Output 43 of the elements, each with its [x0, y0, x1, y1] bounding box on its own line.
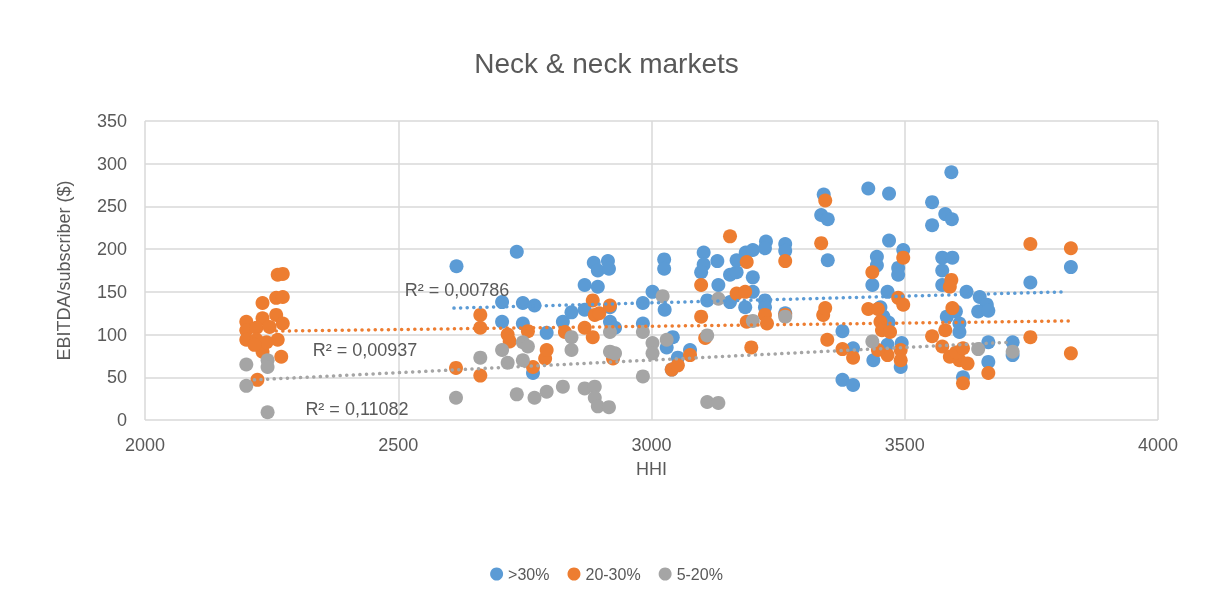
point [515, 353, 530, 368]
point [509, 387, 524, 402]
annotation: R² = 0,00937 [312, 340, 418, 360]
x-tick-label: 2000 [124, 435, 166, 455]
y-tick-label: 200 [96, 239, 127, 260]
point [239, 357, 254, 372]
annotation: R² = 0,00786 [404, 280, 510, 300]
point [564, 342, 579, 357]
point [711, 395, 726, 410]
point [473, 350, 488, 365]
x-axis-title: HHI [636, 459, 667, 479]
y-tick-label: 50 [106, 367, 127, 388]
point [539, 384, 554, 399]
point [555, 379, 570, 394]
y-tick-label: 150 [96, 281, 127, 302]
y-axis-title: EBITDA/subscriber ($) [54, 180, 74, 361]
y-tick-label: 250 [96, 196, 127, 217]
point [520, 339, 535, 354]
y-tick-label: 0 [116, 410, 127, 430]
point [655, 289, 670, 304]
chart-title: Neck & neck markets [474, 47, 739, 79]
point [239, 378, 254, 393]
x-tick-label: 4000 [1137, 435, 1179, 455]
point [608, 346, 623, 361]
point [971, 342, 986, 357]
point [645, 346, 660, 361]
x-tick-label: 3500 [884, 435, 925, 455]
point [449, 390, 463, 405]
point [700, 395, 715, 410]
y-tick-label: 300 [96, 153, 127, 174]
point [601, 400, 616, 415]
y-tick-label: 100 [96, 324, 127, 345]
y-tick-label: 350 [96, 111, 127, 131]
point [495, 342, 510, 357]
point [527, 390, 542, 405]
point [635, 369, 650, 384]
legend-label: >30% [508, 565, 550, 583]
x-tick-label: 2500 [378, 435, 419, 455]
legend-label: 20-30% [585, 565, 641, 583]
x-tick-label: 3000 [631, 435, 672, 455]
point [260, 405, 275, 420]
annotation: R² = 0,11082 [305, 399, 409, 419]
legend-label: 5-20% [676, 565, 723, 583]
